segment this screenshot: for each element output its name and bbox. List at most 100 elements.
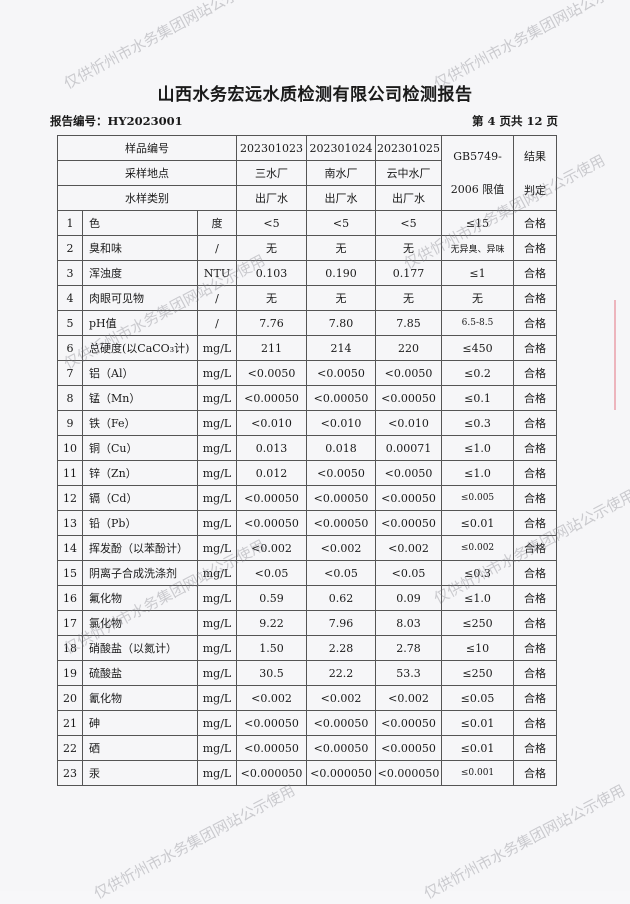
value-3: 0.177	[375, 260, 442, 286]
result: 合格	[513, 260, 557, 286]
value-1: <0.000050	[236, 760, 307, 786]
item-name: 硝酸盐（以氮计）	[82, 635, 198, 661]
sample-no-2: 202301024	[306, 135, 376, 161]
limit: ≤15	[441, 210, 514, 236]
result-header-line2: 判定	[524, 184, 546, 197]
location-3: 云中水厂	[375, 160, 442, 186]
value-1: 211	[236, 335, 307, 361]
location-2: 南水厂	[306, 160, 376, 186]
unit: mg/L	[197, 635, 237, 661]
value-1: <0.00050	[236, 485, 307, 511]
row-number: 3	[57, 260, 83, 286]
result: 合格	[513, 660, 557, 686]
unit: mg/L	[197, 335, 237, 361]
row-number: 18	[57, 635, 83, 661]
value-1: 7.76	[236, 310, 307, 336]
limit: 无	[441, 285, 514, 311]
stamp-fragment	[614, 300, 630, 410]
sample-no-1: 202301023	[236, 135, 307, 161]
unit: mg/L	[197, 385, 237, 411]
table-row: 23 汞 mg/L <0.000050 <0.000050 <0.000050 ≤0.001…	[57, 760, 557, 786]
item-name: 色	[82, 210, 198, 236]
limit-header-line1: GB5749-	[453, 149, 502, 163]
result: 合格	[513, 560, 557, 586]
limit: ≤450	[441, 335, 514, 361]
value-2: <0.000050	[306, 760, 376, 786]
value-2: 无	[306, 235, 376, 261]
unit: mg/L	[197, 710, 237, 736]
limit: ≤0.002	[441, 535, 514, 561]
sample-no-label: 样品编号	[57, 135, 237, 161]
type-1: 出厂水	[236, 185, 307, 211]
row-number: 16	[57, 585, 83, 611]
value-2: <0.00050	[306, 710, 376, 736]
limit: ≤1.0	[441, 435, 514, 461]
item-name: 臭和味	[82, 235, 198, 261]
value-2: 无	[306, 285, 376, 311]
value-3: 无	[375, 235, 442, 261]
value-2: <0.0050	[306, 360, 376, 386]
result: 合格	[513, 410, 557, 436]
value-2: 7.80	[306, 310, 376, 336]
value-1: <0.05	[236, 560, 307, 586]
value-1: 9.22	[236, 610, 307, 636]
table-row: 11 锌（Zn） mg/L 0.012 <0.0050 <0.0050 ≤1.0 合格	[57, 460, 557, 486]
result: 合格	[513, 510, 557, 536]
value-3: <0.05	[375, 560, 442, 586]
value-1: <0.00050	[236, 710, 307, 736]
limit: ≤1.0	[441, 460, 514, 486]
limit: ≤1	[441, 260, 514, 286]
value-1: 1.50	[236, 635, 307, 661]
table-row: 22 硒 mg/L <0.00050 <0.00050 <0.00050 ≤0.01 合格	[57, 735, 557, 761]
value-2: 2.28	[306, 635, 376, 661]
value-2: <0.002	[306, 535, 376, 561]
location-label: 采样地点	[57, 160, 237, 186]
value-2: 0.62	[306, 585, 376, 611]
row-number: 7	[57, 360, 83, 386]
row-number: 21	[57, 710, 83, 736]
unit: mg/L	[197, 410, 237, 436]
value-3: <0.000050	[375, 760, 442, 786]
result-header: 结果 判定	[513, 135, 557, 211]
table-row: 15 阴离子合成洗涤剂 mg/L <0.05 <0.05 <0.05 ≤0.3 合格	[57, 560, 557, 586]
table-row: 7 铝（Al） mg/L <0.0050 <0.0050 <0.0050 ≤0.2 合格	[57, 360, 557, 386]
limit: ≤10	[441, 635, 514, 661]
item-name: pH值	[82, 310, 198, 336]
header-row-sample-no: 样品编号 202301023 202301024 202301025 GB574…	[57, 135, 557, 211]
type-label: 水样类别	[57, 185, 237, 211]
limit: ≤0.01	[441, 710, 514, 736]
value-1: <0.002	[236, 685, 307, 711]
value-2: 0.018	[306, 435, 376, 461]
limit-header: GB5749- 2006 限值	[441, 135, 514, 211]
limit-header-line2: 2006 限值	[450, 182, 505, 196]
result-header-line1: 结果	[524, 150, 546, 163]
table-row: 3 浑浊度 NTU 0.103 0.190 0.177 ≤1 合格	[57, 260, 557, 286]
item-name: 氟化物	[82, 585, 198, 611]
row-number: 4	[57, 285, 83, 311]
value-3: <0.0050	[375, 460, 442, 486]
watermark-text: 仅供忻州市水务集团网站公示使用	[420, 781, 629, 903]
result: 合格	[513, 535, 557, 561]
value-2: <0.05	[306, 560, 376, 586]
unit: mg/L	[197, 510, 237, 536]
row-number: 13	[57, 510, 83, 536]
value-3: 无	[375, 285, 442, 311]
table-row: 19 硫酸盐 mg/L 30.5 22.2 53.3 ≤250 合格	[57, 660, 557, 686]
value-2: <0.010	[306, 410, 376, 436]
result: 合格	[513, 735, 557, 761]
limit: ≤0.01	[441, 735, 514, 761]
table-row: 5 pH值/7.76 7.80 7.85 6.5-8.5 合格	[57, 310, 557, 336]
limit: ≤1.0	[441, 585, 514, 611]
row-number: 11	[57, 460, 83, 486]
result: 合格	[513, 485, 557, 511]
limit: ≤250	[441, 610, 514, 636]
value-2: 22.2	[306, 660, 376, 686]
item-name: 铝（Al）	[82, 360, 198, 386]
row-number: 2	[57, 235, 83, 261]
table-row: 18 硝酸盐（以氮计） mg/L 1.50 2.28 2.78 ≤10 合格	[57, 635, 557, 661]
limit: ≤0.3	[441, 410, 514, 436]
value-3: <0.00050	[375, 710, 442, 736]
table-row: 13 铅（Pb） mg/L <0.00050 <0.00050 <0.00050 ≤0.01…	[57, 510, 557, 536]
value-2: <0.00050	[306, 485, 376, 511]
